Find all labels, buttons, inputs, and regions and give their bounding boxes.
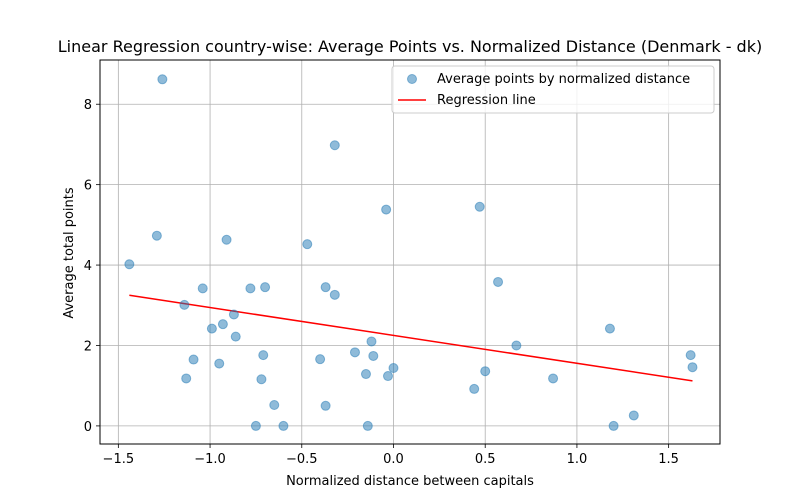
scatter-point [157, 74, 168, 85]
y-tick-label: 8 [84, 98, 92, 113]
scatter-point [197, 283, 208, 294]
legend-scatter-marker [407, 74, 417, 84]
scatter-point [687, 362, 698, 373]
scatter-point [608, 420, 619, 431]
scatter-point [474, 201, 485, 212]
scatter-point [221, 234, 232, 245]
scatter-point [214, 358, 225, 369]
scatter-point [511, 340, 522, 351]
x-tick-label: 1.0 [567, 452, 588, 467]
x-tick-label: −0.5 [286, 452, 318, 467]
legend-box [391, 65, 715, 114]
x-tick-label: 1.5 [658, 452, 679, 467]
scatter-point [381, 204, 392, 215]
scatter-point [368, 350, 379, 361]
regression-line [129, 294, 693, 382]
scatter-point [256, 374, 267, 385]
scatter-point [315, 354, 326, 365]
x-axis-ticks: −1.5 −1.0 −0.5 0.0 0.5 1.0 1.5 [103, 444, 679, 467]
legend: Average points by normalized distance Re… [391, 65, 715, 114]
x-tick-label: −1.0 [194, 452, 226, 467]
scatter-point [269, 399, 280, 410]
regression-line-layer [129, 294, 693, 382]
scatter-point [628, 410, 639, 421]
scatter-point [181, 373, 192, 384]
scatter-point [604, 323, 615, 334]
scatter-point [320, 282, 331, 293]
y-axis-ticks: 0 2 4 6 8 [84, 98, 100, 435]
scatter-point [388, 363, 399, 374]
scatter-point [382, 371, 393, 382]
scatter-points [124, 74, 698, 431]
x-tick-label: 0.0 [383, 452, 404, 467]
x-axis-label: Normalized distance between capitals [286, 474, 534, 489]
grid [100, 60, 720, 444]
scatter-point [362, 420, 373, 431]
scatter-point [250, 420, 261, 431]
y-tick-label: 6 [84, 179, 92, 194]
y-tick-label: 0 [84, 420, 92, 435]
scatter-point [124, 259, 135, 270]
scatter-point [685, 350, 696, 361]
scatter-point [320, 400, 331, 411]
scatter-point [206, 323, 217, 334]
scatter-point [469, 383, 480, 394]
y-axis-label: Average total points [62, 187, 77, 319]
scatter-point [228, 309, 239, 320]
scatter-point [480, 366, 491, 377]
scatter-point [493, 276, 504, 287]
x-tick-label: −1.5 [103, 452, 135, 467]
plot-frame [99, 59, 721, 445]
scatter-point [349, 347, 360, 358]
scatter-point [258, 350, 269, 361]
scatter-point [360, 369, 371, 380]
scatter-point [548, 373, 559, 384]
scatter-point [245, 283, 256, 294]
scatter-point [217, 319, 228, 330]
scatter-point [151, 230, 162, 241]
y-tick-label: 2 [84, 339, 92, 354]
y-tick-label: 4 [84, 259, 92, 274]
scatter-point [302, 239, 313, 250]
scatter-point [278, 420, 289, 431]
scatter-point [179, 299, 190, 310]
scatter-point [260, 282, 271, 293]
scatter-point [329, 289, 340, 300]
scatter-point [230, 331, 241, 342]
chart-title: Linear Regression country-wise: Average … [58, 37, 762, 56]
scatter-point [329, 140, 340, 151]
x-tick-label: 0.5 [475, 452, 496, 467]
scatter-point [366, 336, 377, 347]
legend-scatter-label: Average points by normalized distance [437, 72, 690, 87]
legend-line-label: Regression line [437, 93, 536, 108]
scatter-point [188, 354, 199, 365]
